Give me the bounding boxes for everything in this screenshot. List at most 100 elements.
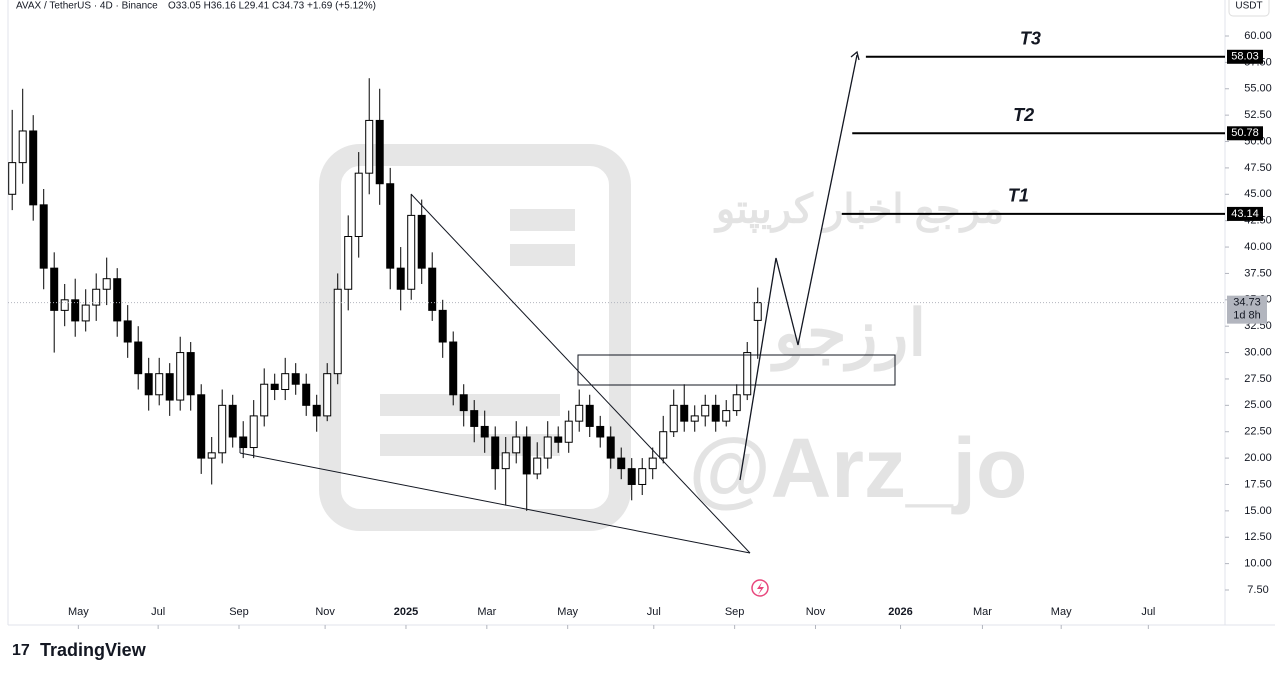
candle-body <box>438 309 447 343</box>
candle-body <box>638 468 647 485</box>
target-tag <box>1227 49 1263 64</box>
candle-body <box>270 383 279 391</box>
x-tick-label: 2025 <box>394 606 418 618</box>
x-tick-label: Nov <box>315 606 335 618</box>
candle-body <box>386 183 395 269</box>
candle-body <box>428 267 437 311</box>
x-tick-label: May <box>557 606 578 618</box>
candle-body <box>648 457 657 470</box>
y-tick-label: 20.00 <box>1244 452 1272 464</box>
candle-body <box>491 436 500 470</box>
watermark-text: ارزجو <box>770 297 926 372</box>
candle-body <box>8 162 17 195</box>
y-tick-label: 52.50 <box>1244 109 1272 121</box>
candle-body <box>186 352 195 396</box>
y-tick-label: 22.50 <box>1244 426 1272 438</box>
candle-body <box>71 299 80 322</box>
candle-body <box>722 410 731 422</box>
countdown: 1d 8h <box>1233 310 1261 322</box>
candle-body <box>459 394 468 412</box>
candle-body <box>407 214 416 290</box>
candle-body <box>81 304 90 322</box>
currency-box <box>1228 0 1270 17</box>
candle-body <box>554 436 563 443</box>
candle-body <box>585 404 594 427</box>
candle-body <box>123 320 132 343</box>
y-tick-label: 12.50 <box>1244 531 1272 543</box>
candle-body <box>375 119 384 185</box>
target-value: 43.14 <box>1231 208 1259 220</box>
x-tick-label: May <box>68 606 89 618</box>
y-tick-label: 60.00 <box>1244 30 1272 42</box>
candle-body <box>449 341 458 396</box>
chart-title: AVAX / TetherUS · 4D · Binance <box>16 1 158 12</box>
candle-body <box>470 410 479 427</box>
candle-body <box>60 299 69 311</box>
candle-body <box>176 352 185 401</box>
candle-body <box>92 288 101 306</box>
candle-body <box>113 278 122 322</box>
candle-body <box>39 204 48 269</box>
x-tick-label: Nov <box>806 606 826 618</box>
candle-body <box>701 404 710 417</box>
x-tick-label: Jul <box>151 606 165 618</box>
candle-body <box>302 383 311 406</box>
x-tick-label: Mar <box>973 606 992 618</box>
y-tick-label: 15.00 <box>1244 505 1272 517</box>
candle-body <box>50 267 59 311</box>
y-tick-label: 10.00 <box>1244 558 1272 570</box>
candle-body <box>312 404 321 417</box>
candle-body <box>18 130 27 164</box>
candle-body <box>753 302 762 321</box>
brand-logo: 17 <box>12 642 30 659</box>
y-tick-label: 17.50 <box>1244 478 1272 490</box>
target-value: 58.03 <box>1231 51 1259 63</box>
candle-body <box>564 420 573 443</box>
candle-body <box>281 373 290 391</box>
currency: USDT <box>1235 1 1262 12</box>
x-tick-label: Sep <box>725 606 745 618</box>
x-tick-label: May <box>1051 606 1072 618</box>
y-tick-label: 25.00 <box>1244 399 1272 411</box>
candle-body <box>606 436 615 459</box>
last-price-tag <box>1227 295 1267 324</box>
candle-body <box>512 436 521 454</box>
target-name: T3 <box>1020 29 1041 49</box>
target-name: T2 <box>1013 105 1034 125</box>
candle-body <box>533 457 542 475</box>
candle-body <box>249 415 258 449</box>
y-tick-label: 40.00 <box>1244 241 1272 253</box>
x-tick-label: 2026 <box>888 606 912 618</box>
candle-body <box>207 452 216 459</box>
x-tick-label: Jul <box>647 606 661 618</box>
target-tag <box>1227 206 1263 221</box>
x-tick-label: Sep <box>229 606 249 618</box>
candle-body <box>134 341 143 375</box>
candle-body <box>743 352 752 396</box>
candle-body <box>669 404 678 433</box>
candle-body <box>522 436 531 475</box>
watermark-text: مرجع اخبار کریپتو <box>713 188 1004 234</box>
candle-body <box>197 394 206 459</box>
y-tick-label: 45.00 <box>1244 188 1272 200</box>
candle-body <box>144 373 153 396</box>
x-tick-label: Jul <box>1141 606 1155 618</box>
event-icon-bolt <box>757 582 764 595</box>
candle-body <box>239 436 248 449</box>
candle-body <box>260 383 269 417</box>
candle-body <box>396 267 405 290</box>
last-price-label: 34.73 <box>1233 297 1261 309</box>
candle-body <box>480 425 489 438</box>
candle-body <box>165 373 174 401</box>
target-name: T1 <box>1008 186 1029 206</box>
candle-body <box>333 288 342 375</box>
candle-body <box>711 404 720 422</box>
candle-body <box>218 404 227 454</box>
candle-body <box>690 415 699 422</box>
candle-body <box>659 431 668 459</box>
candle-body <box>617 457 626 470</box>
y-tick-label: 7.50 <box>1247 584 1268 596</box>
candle-body <box>596 425 605 438</box>
